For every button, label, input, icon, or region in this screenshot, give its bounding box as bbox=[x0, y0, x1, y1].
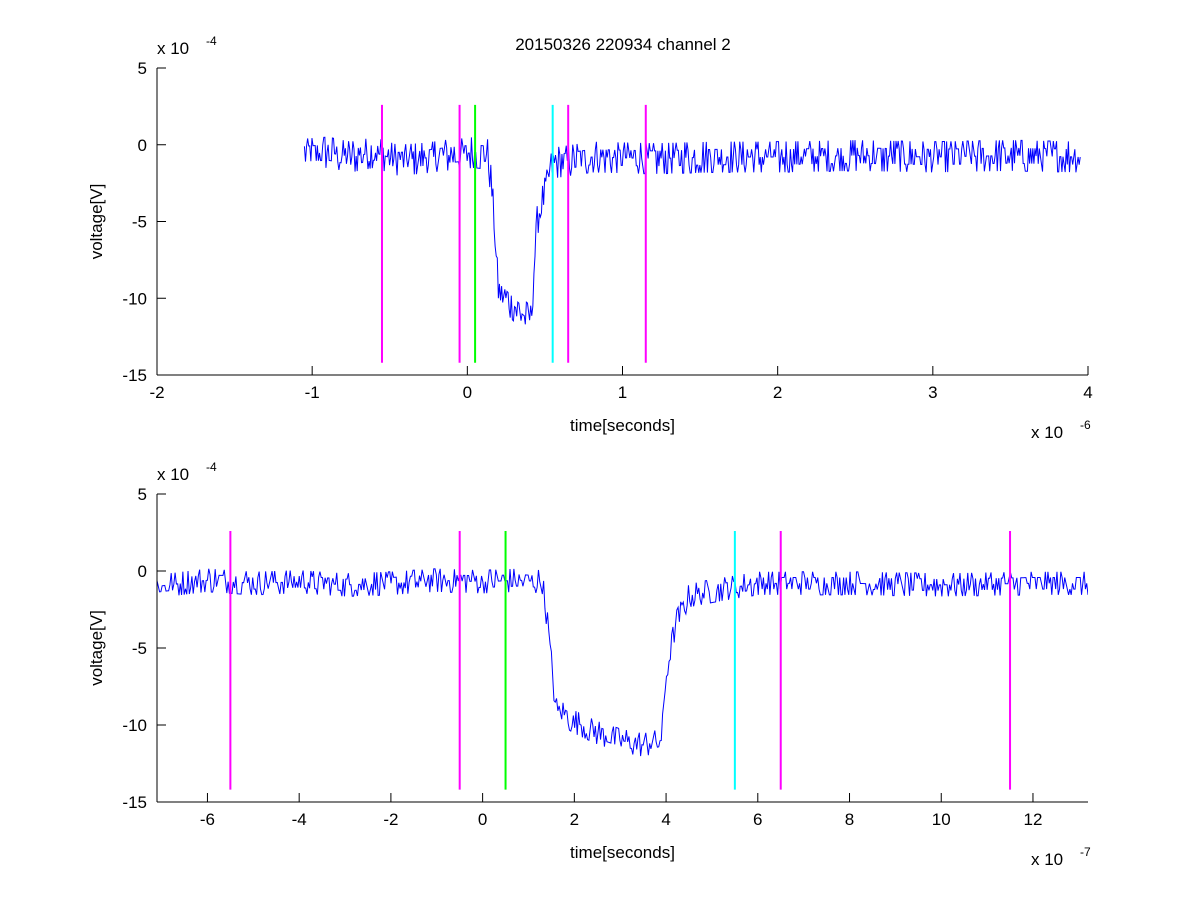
top-y-tick-label-1: 0 bbox=[138, 136, 147, 155]
top-y-axis-label: voltage[V] bbox=[87, 184, 106, 260]
bottom-x-tick-label-8: 10 bbox=[932, 810, 951, 829]
top-x-tick-label-6: 4 bbox=[1083, 383, 1092, 402]
bottom-x-multiplier-exp: -7 bbox=[1080, 845, 1091, 859]
top-x-tick-label-5: 3 bbox=[928, 383, 937, 402]
bottom-y-tick-label-3: -10 bbox=[122, 716, 147, 735]
bottom-x-tick-label-0: -6 bbox=[200, 810, 215, 829]
top-x-multiplier-exp: -6 bbox=[1080, 418, 1091, 432]
bottom-x-tick-label-7: 8 bbox=[845, 810, 854, 829]
bottom-y-axis-label: voltage[V] bbox=[87, 610, 106, 686]
bottom-x-axis-label: time[seconds] bbox=[570, 843, 675, 862]
bottom-y-multiplier-exp: -4 bbox=[206, 460, 217, 474]
top-x-tick-label-2: 0 bbox=[463, 383, 472, 402]
top-x-tick-label-0: -2 bbox=[149, 383, 164, 402]
bottom-x-tick-label-3: 0 bbox=[478, 810, 487, 829]
bottom-x-tick-label-5: 4 bbox=[661, 810, 670, 829]
top-y-tick-label-4: -15 bbox=[122, 366, 147, 385]
top-y-multiplier-label: x 10 bbox=[157, 39, 189, 58]
top-x-tick-label-4: 2 bbox=[773, 383, 782, 402]
bottom-x-tick-label-9: 12 bbox=[1024, 810, 1043, 829]
bottom-y-tick-label-2: -5 bbox=[132, 639, 147, 658]
bottom-y-tick-label-0: 5 bbox=[138, 485, 147, 504]
bottom-y-tick-label-4: -15 bbox=[122, 793, 147, 812]
bottom-x-tick-label-6: 6 bbox=[753, 810, 762, 829]
top-y-tick-label-2: -5 bbox=[132, 213, 147, 232]
top-x-multiplier-label: x 10 bbox=[1031, 423, 1063, 442]
bottom-x-tick-label-4: 2 bbox=[570, 810, 579, 829]
top-x-tick-label-3: 1 bbox=[618, 383, 627, 402]
bottom-x-tick-label-2: -2 bbox=[383, 810, 398, 829]
figure-title: 20150326 220934 channel 2 bbox=[515, 35, 731, 54]
top-y-multiplier-exp: -4 bbox=[206, 34, 217, 48]
top-series-0-line bbox=[303, 136, 1081, 325]
bottom-y-tick-label-1: 0 bbox=[138, 562, 147, 581]
top-x-tick-label-1: -1 bbox=[305, 383, 320, 402]
top-x-axis-label: time[seconds] bbox=[570, 416, 675, 435]
bottom-x-multiplier-label: x 10 bbox=[1031, 850, 1063, 869]
top-y-tick-label-3: -10 bbox=[122, 289, 147, 308]
bottom-series-0-line bbox=[157, 568, 1088, 757]
bottom-x-tick-label-1: -4 bbox=[292, 810, 307, 829]
top-y-tick-label-0: 5 bbox=[138, 59, 147, 78]
bottom-y-multiplier-label: x 10 bbox=[157, 465, 189, 484]
